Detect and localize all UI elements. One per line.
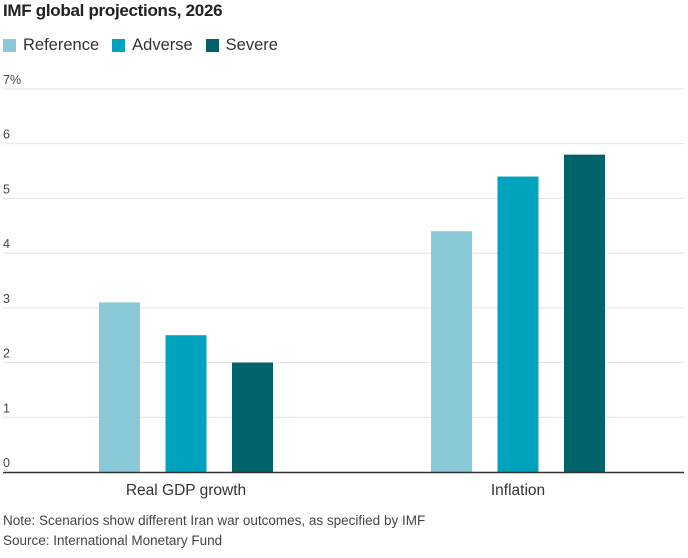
chart-source: Source: International Monetary Fund xyxy=(3,533,223,548)
chart-note: Note: Scenarios show different Iran war … xyxy=(3,513,426,528)
legend-item-reference: Reference xyxy=(3,36,99,55)
legend-swatch-severe xyxy=(205,39,219,52)
category-label: Real GDP growth xyxy=(126,482,246,499)
y-tick-label: 2 xyxy=(3,347,10,361)
y-tick-label: 7% xyxy=(3,73,21,87)
legend-label-reference: Reference xyxy=(23,36,100,54)
y-tick-label: 6 xyxy=(3,128,10,142)
bar-adverse-inflation xyxy=(497,176,539,473)
legend-item-severe: Severe xyxy=(205,36,278,55)
y-tick-label: 0 xyxy=(3,456,10,470)
legend-label-adverse: Adverse xyxy=(132,36,193,54)
chart-title: IMF global projections, 2026 xyxy=(3,1,223,20)
y-tick-label: 5 xyxy=(3,182,10,196)
bar-severe-inflation xyxy=(564,154,605,472)
y-tick-label: 1 xyxy=(3,401,10,415)
y-tick-label: 4 xyxy=(3,237,10,251)
legend-swatch-reference xyxy=(3,39,16,52)
bar-adverse-gdp xyxy=(165,335,207,472)
y-axis-ticks: 0 1 2 3 4 5 6 7% xyxy=(3,73,21,470)
category-label: Inflation xyxy=(491,482,545,499)
legend-item-adverse: Adverse xyxy=(112,36,193,55)
legend-label-severe: Severe xyxy=(225,36,278,54)
y-tick-label: 3 xyxy=(3,292,10,306)
category-labels: Real GDP growth Inflation xyxy=(126,482,545,499)
bar-reference-inflation xyxy=(431,231,472,472)
bar-severe-gdp xyxy=(232,362,273,472)
legend-swatch-adverse xyxy=(112,39,126,52)
bar-reference-gdp xyxy=(99,302,140,472)
bars xyxy=(99,154,605,473)
legend: Reference Adverse Severe xyxy=(3,36,291,55)
